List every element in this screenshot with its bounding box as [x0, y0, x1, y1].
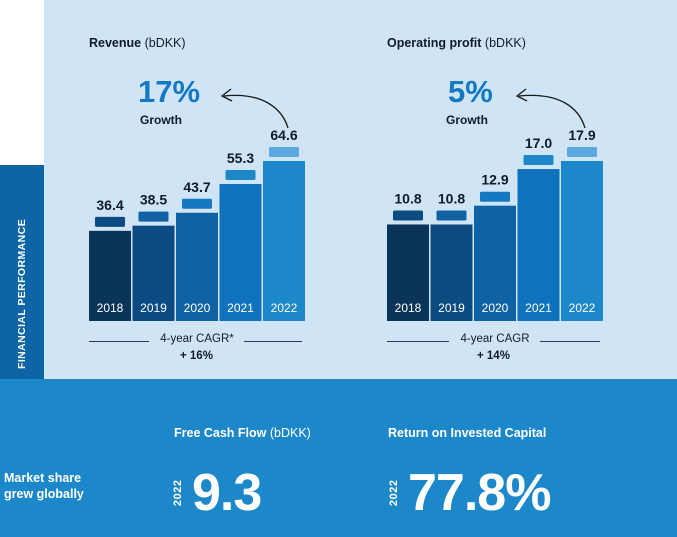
revenue-cagr-label: 4-year CAGR* — [160, 333, 234, 345]
op-profit-bar-cap-2021 — [523, 155, 554, 166]
fcf-title-bold: Free Cash Flow — [174, 426, 267, 440]
revenue-value-label-2020: 43.7 — [183, 179, 210, 195]
op-profit-value-label-2021: 17.0 — [525, 135, 552, 151]
revenue-year-label-2021: 2021 — [227, 301, 254, 315]
revenue-bar-2020 — [176, 212, 218, 321]
revenue-value-label-2021: 55.3 — [227, 150, 254, 166]
op-profit-bar-cap-2019 — [436, 210, 467, 221]
op-profit-bar-2020 — [474, 205, 516, 321]
market-share-line2: grew globally — [4, 487, 84, 501]
op-profit-bar-2018 — [387, 224, 429, 321]
op-profit-title: Operating profit (bDKK) — [387, 36, 526, 50]
op-profit-bar-2021 — [517, 169, 560, 321]
market-share-line1: Market share — [4, 471, 82, 485]
market-share-text: Market share grew globally — [4, 470, 84, 502]
revenue-growth-label: Growth — [140, 113, 182, 127]
revenue-bar-cap-2019 — [138, 211, 169, 222]
op-profit-growth-pct: 5% — [448, 74, 493, 109]
fcf-year: 2022 — [172, 479, 184, 506]
fcf-value: 9.3 — [192, 464, 262, 522]
revenue-bar-2022 — [263, 161, 305, 321]
op-profit-year-label-2019: 2019 — [438, 301, 465, 315]
op-profit-value-label-2019: 10.8 — [438, 190, 465, 206]
op-profit-title-unit: (bDKK) — [481, 36, 526, 50]
revenue-cagr-value: + 16% — [180, 350, 213, 362]
op-profit-bar-cap-2022 — [567, 147, 597, 157]
op-profit-cagr-rule-right — [540, 341, 600, 342]
fcf-title: Free Cash Flow (bDKK) — [174, 426, 311, 440]
op-profit-title-bold: Operating profit — [387, 36, 482, 50]
fcf-title-unit: (bDKK) — [266, 426, 311, 440]
op-profit-growth-label: Growth — [446, 113, 488, 127]
op-profit-cagr-value: + 14% — [477, 350, 510, 362]
revenue-value-label-2022: 64.6 — [270, 127, 297, 143]
revenue-bar-cap-2020 — [182, 198, 212, 209]
op-profit-value-label-2020: 12.9 — [481, 172, 508, 188]
op-profit-value-label-2022: 17.9 — [568, 127, 595, 143]
revenue-year-label-2018: 2018 — [97, 301, 124, 315]
revenue-value-label-2018: 36.4 — [96, 197, 123, 213]
op-profit-bar-2019 — [430, 224, 473, 321]
revenue-title-unit: (bDKK) — [141, 36, 186, 50]
op-profit-arrowhead-icon — [515, 88, 528, 102]
kpi-band — [0, 379, 677, 537]
revenue-cagr-rule-right — [244, 341, 302, 342]
revenue-bar-2019 — [132, 225, 175, 321]
revenue-year-label-2019: 2019 — [140, 301, 167, 315]
revenue-growth-arrow-icon — [223, 94, 289, 129]
revenue-cagr-rule-left — [89, 341, 149, 342]
op-profit-value-label-2018: 10.8 — [394, 190, 421, 206]
op-profit-growth-arrow-icon — [518, 94, 586, 129]
revenue-value-label-2019: 38.5 — [140, 192, 167, 208]
revenue-title-bold: Revenue — [89, 36, 142, 50]
revenue-year-label-2022: 2022 — [271, 301, 298, 315]
op-profit-year-label-2020: 2020 — [482, 301, 509, 315]
op-profit-cagr-label: 4-year CAGR — [460, 333, 530, 345]
revenue-bar-cap-2021 — [225, 170, 256, 181]
revenue-title: Revenue (bDKK) — [89, 36, 186, 50]
revenue-bar-2021 — [219, 184, 262, 321]
op-profit-bar-2022 — [561, 161, 603, 321]
op-profit-bar-cap-2018 — [393, 210, 423, 221]
revenue-growth-pct: 17% — [138, 74, 201, 109]
revenue-bar-2018 — [89, 230, 131, 321]
revenue-year-label-2020: 2020 — [184, 301, 211, 315]
revenue-bar-cap-2018 — [95, 216, 125, 227]
revenue-bar-cap-2022 — [269, 147, 299, 157]
roic-title: Return on Invested Capital — [388, 426, 547, 440]
op-profit-bar-cap-2020 — [480, 191, 510, 202]
roic-year: 2022 — [388, 479, 400, 506]
roic-value: 77.8% — [408, 464, 551, 522]
op-profit-cagr-rule-left — [387, 341, 449, 342]
op-profit-year-label-2018: 2018 — [395, 301, 422, 315]
op-profit-year-label-2021: 2021 — [525, 301, 552, 315]
revenue-arrowhead-icon — [220, 88, 233, 102]
op-profit-year-label-2022: 2022 — [569, 301, 596, 315]
